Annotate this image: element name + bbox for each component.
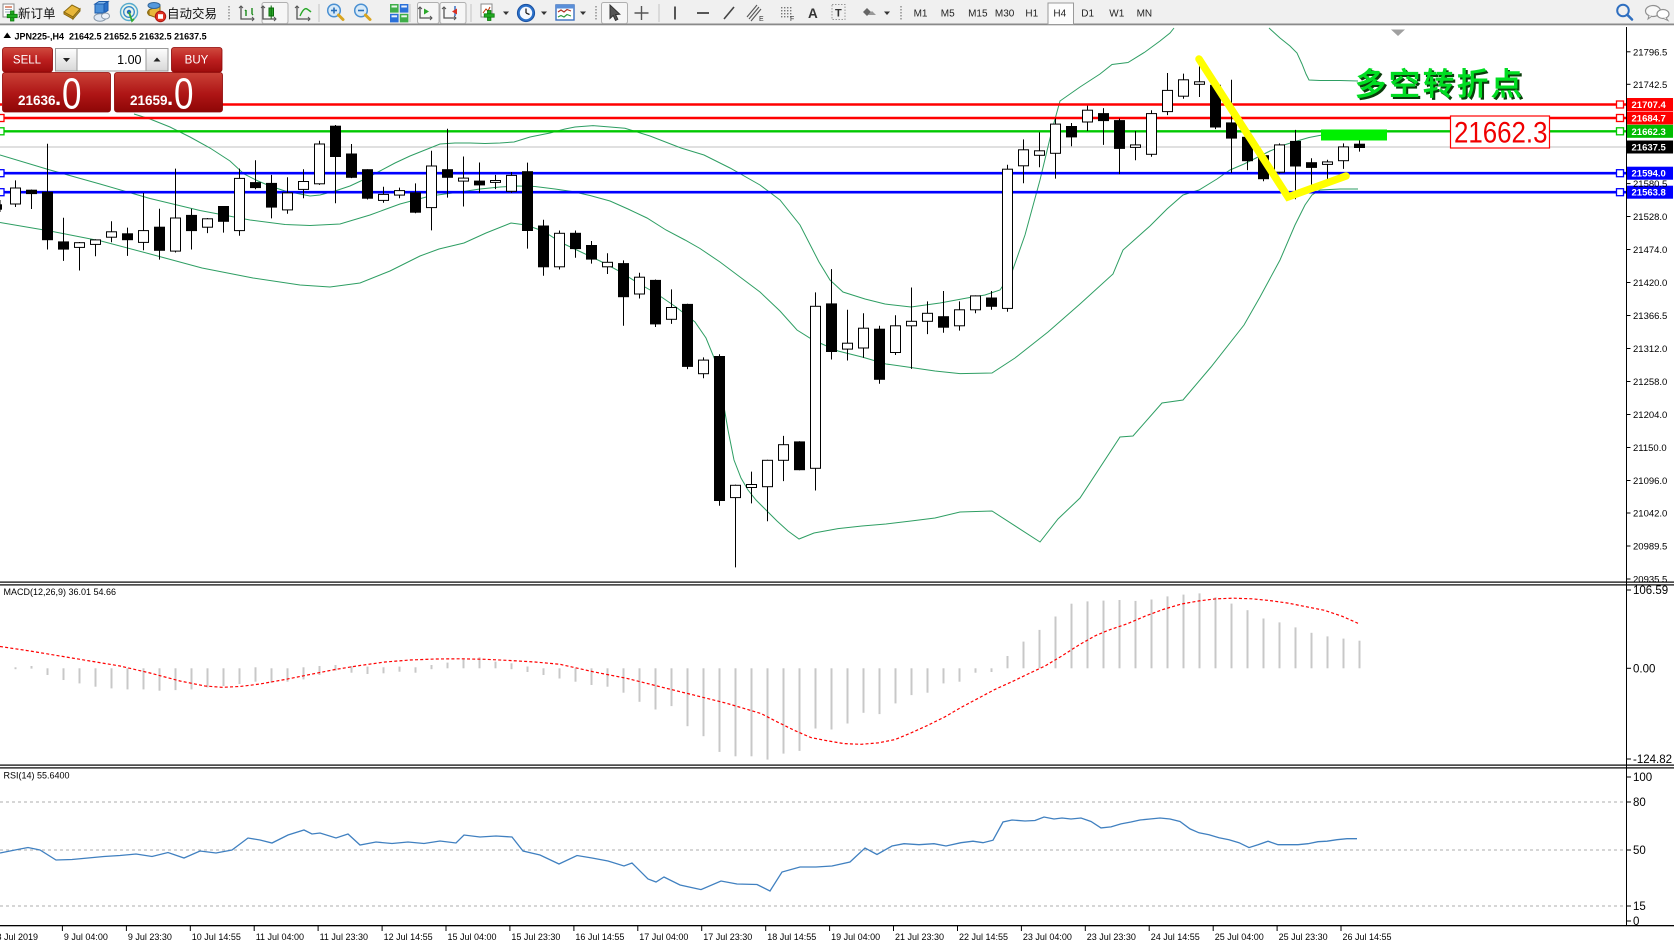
svg-text:11 Jul 23:30: 11 Jul 23:30 xyxy=(320,932,368,942)
svg-text:-124.82: -124.82 xyxy=(1633,754,1672,766)
svg-text:20935.5: 20935.5 xyxy=(1633,575,1667,586)
svg-text:15 Jul 23:30: 15 Jul 23:30 xyxy=(511,932,560,942)
svg-text:12 Jul 14:55: 12 Jul 14:55 xyxy=(384,932,433,942)
svg-text:SELL: SELL xyxy=(13,55,42,67)
svg-text:21742.5: 21742.5 xyxy=(1633,80,1667,91)
svg-text:24 Jul 14:55: 24 Jul 14:55 xyxy=(1151,932,1200,942)
svg-text:E: E xyxy=(759,16,764,23)
svg-text:25 Jul 23:30: 25 Jul 23:30 xyxy=(1279,932,1328,942)
svg-text:21528.0: 21528.0 xyxy=(1633,212,1667,223)
svg-text:20989.5: 20989.5 xyxy=(1633,542,1667,553)
svg-text:.: . xyxy=(167,85,173,110)
svg-text:21662.3: 21662.3 xyxy=(1454,117,1548,150)
svg-text:21 Jul 23:30: 21 Jul 23:30 xyxy=(895,932,944,942)
svg-text:21580.5: 21580.5 xyxy=(1633,179,1667,190)
svg-text:RSI(14) 55.6400: RSI(14) 55.6400 xyxy=(4,771,70,781)
svg-text:自动交易: 自动交易 xyxy=(167,6,217,21)
svg-text:21366.5: 21366.5 xyxy=(1633,311,1667,322)
svg-text:21258.0: 21258.0 xyxy=(1633,377,1667,388)
svg-text:8 Jul 2019: 8 Jul 2019 xyxy=(0,932,38,942)
svg-text:MN: MN xyxy=(1137,9,1153,20)
svg-text:21042.0: 21042.0 xyxy=(1633,509,1667,520)
svg-text:15: 15 xyxy=(1633,901,1646,913)
svg-text:23 Jul 23:30: 23 Jul 23:30 xyxy=(1087,932,1136,942)
svg-text:18 Jul 14:55: 18 Jul 14:55 xyxy=(767,932,816,942)
svg-text:H4: H4 xyxy=(1053,9,1066,20)
svg-text:0: 0 xyxy=(62,70,82,119)
svg-text:多空转折点: 多空转折点 xyxy=(1355,67,1525,102)
svg-text:25 Jul 04:00: 25 Jul 04:00 xyxy=(1215,932,1264,942)
svg-text:多空转折点: 多空转折点 xyxy=(1357,69,1527,104)
svg-text:21150.0: 21150.0 xyxy=(1633,443,1667,454)
svg-text:21204.0: 21204.0 xyxy=(1633,410,1667,421)
svg-text:50: 50 xyxy=(1633,845,1646,857)
svg-text:M1: M1 xyxy=(914,9,928,20)
svg-text:H1: H1 xyxy=(1025,9,1038,20)
svg-text:0: 0 xyxy=(1633,916,1639,928)
svg-text:21420.0: 21420.0 xyxy=(1633,278,1667,289)
svg-text:21796.5: 21796.5 xyxy=(1633,47,1667,58)
svg-text:.: . xyxy=(55,85,61,110)
svg-text:0: 0 xyxy=(174,70,194,119)
svg-text:T: T xyxy=(835,8,842,20)
svg-text:M30: M30 xyxy=(995,9,1015,20)
svg-text:106.59: 106.59 xyxy=(1633,585,1668,597)
svg-text:MACD(12,26,9) 36.01 54.66: MACD(12,26,9) 36.01 54.66 xyxy=(4,587,117,597)
svg-text:26 Jul 14:55: 26 Jul 14:55 xyxy=(1343,932,1392,942)
svg-text:9 Jul 04:00: 9 Jul 04:00 xyxy=(64,932,108,942)
svg-text:10 Jul 14:55: 10 Jul 14:55 xyxy=(192,932,241,942)
svg-text:新订单: 新订单 xyxy=(18,6,56,21)
svg-text:11 Jul 04:00: 11 Jul 04:00 xyxy=(256,932,304,942)
svg-text:D1: D1 xyxy=(1081,9,1094,20)
svg-text:22 Jul 14:55: 22 Jul 14:55 xyxy=(959,932,1008,942)
svg-text:16 Jul 14:55: 16 Jul 14:55 xyxy=(575,932,624,942)
svg-text:23 Jul 04:00: 23 Jul 04:00 xyxy=(1023,932,1072,942)
svg-text:21707.4: 21707.4 xyxy=(1632,100,1667,111)
svg-text:21096.0: 21096.0 xyxy=(1633,476,1667,487)
svg-text:M5: M5 xyxy=(941,9,955,20)
svg-text:0.00: 0.00 xyxy=(1633,663,1655,675)
svg-text:A: A xyxy=(808,6,818,21)
svg-text:21594.0: 21594.0 xyxy=(1632,169,1666,180)
svg-text:21312.0: 21312.0 xyxy=(1633,344,1667,355)
svg-text:19 Jul 04:00: 19 Jul 04:00 xyxy=(831,932,880,942)
svg-text:9 Jul 23:30: 9 Jul 23:30 xyxy=(128,932,172,942)
svg-text:17 Jul 23:30: 17 Jul 23:30 xyxy=(703,932,752,942)
svg-text:BUY: BUY xyxy=(185,55,209,67)
svg-text:1.00: 1.00 xyxy=(117,53,141,67)
svg-text:21637.5: 21637.5 xyxy=(1632,143,1667,154)
svg-text:21563.8: 21563.8 xyxy=(1632,188,1666,199)
svg-text:M15: M15 xyxy=(968,9,988,20)
svg-text:JPN225-,H4 21642.5 21652.5 21: JPN225-,H4 21642.5 21652.5 21632.5 21637… xyxy=(15,32,207,42)
svg-text:17 Jul 04:00: 17 Jul 04:00 xyxy=(639,932,688,942)
svg-text:21659: 21659 xyxy=(130,93,168,108)
svg-text:W1: W1 xyxy=(1109,9,1124,20)
svg-text:21636: 21636 xyxy=(18,93,56,108)
svg-text:21684.7: 21684.7 xyxy=(1632,114,1666,125)
svg-text:21662.3: 21662.3 xyxy=(1632,127,1666,138)
svg-text:100: 100 xyxy=(1633,772,1652,784)
svg-text:21474.0: 21474.0 xyxy=(1633,245,1667,256)
svg-text:15 Jul 04:00: 15 Jul 04:00 xyxy=(448,932,497,942)
svg-text:F: F xyxy=(790,16,794,23)
svg-text:80: 80 xyxy=(1633,797,1646,809)
